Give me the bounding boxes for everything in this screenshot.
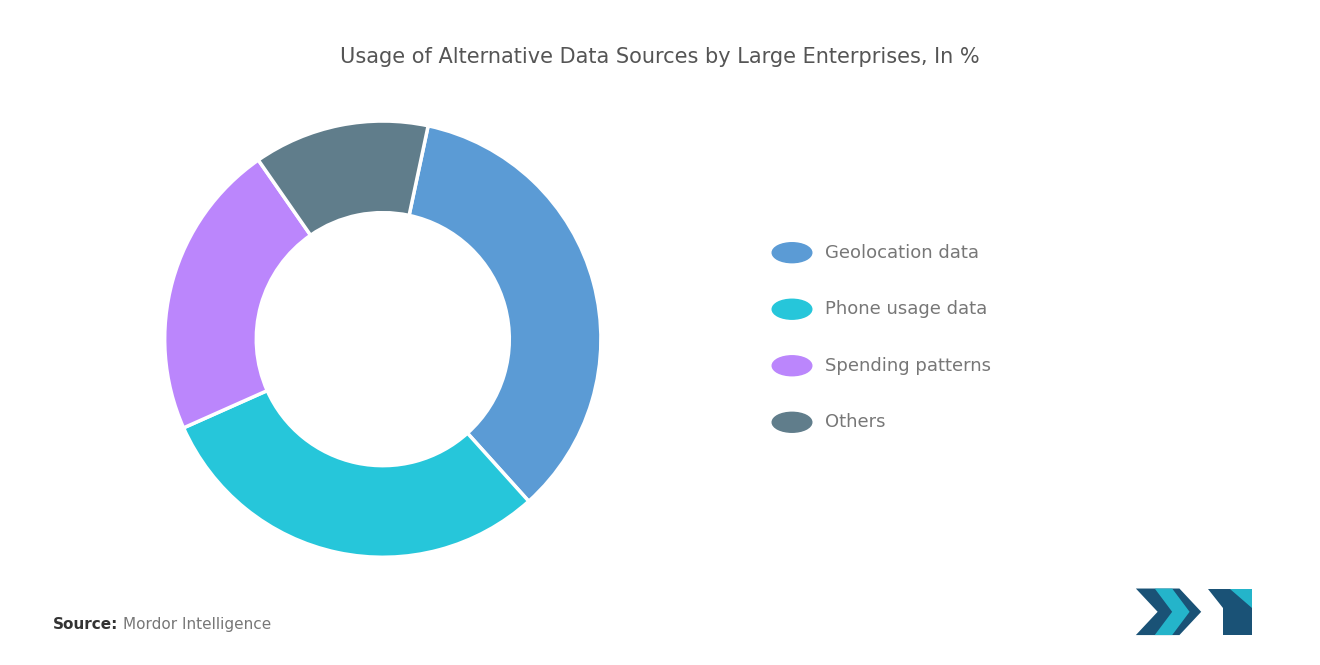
Wedge shape bbox=[183, 390, 529, 557]
Polygon shape bbox=[1135, 589, 1201, 635]
Text: Others: Others bbox=[825, 413, 886, 432]
Polygon shape bbox=[1209, 589, 1251, 635]
Text: Spending patterns: Spending patterns bbox=[825, 356, 991, 375]
Text: Phone usage data: Phone usage data bbox=[825, 300, 987, 319]
Text: Geolocation data: Geolocation data bbox=[825, 243, 979, 262]
Polygon shape bbox=[1155, 589, 1189, 635]
Polygon shape bbox=[1230, 589, 1251, 608]
Text: Usage of Alternative Data Sources by Large Enterprises, In %: Usage of Alternative Data Sources by Lar… bbox=[341, 47, 979, 66]
Text: Source:: Source: bbox=[53, 616, 119, 632]
Wedge shape bbox=[259, 121, 428, 235]
Text: Mordor Intelligence: Mordor Intelligence bbox=[123, 616, 271, 632]
Wedge shape bbox=[409, 126, 601, 501]
Wedge shape bbox=[165, 160, 310, 428]
